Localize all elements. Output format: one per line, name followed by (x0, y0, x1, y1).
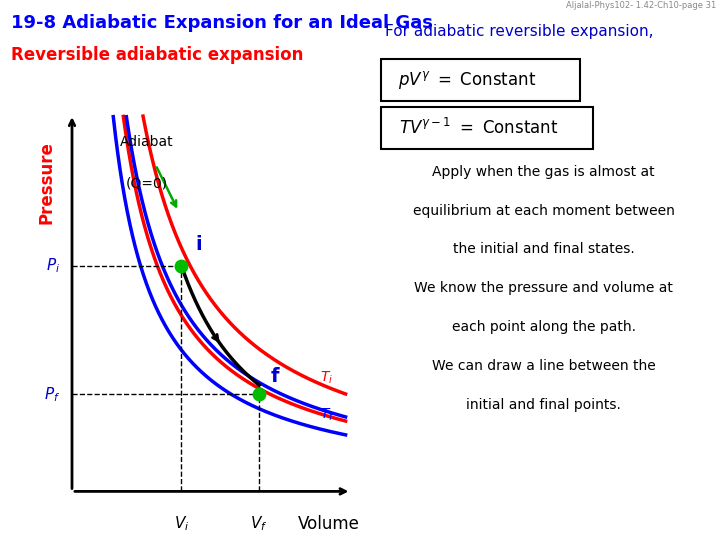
Text: $P_f$: $P_f$ (44, 385, 60, 403)
Text: Pressure: Pressure (37, 141, 55, 224)
Text: Volume: Volume (298, 515, 360, 533)
Text: initial and final points.: initial and final points. (466, 398, 621, 412)
Text: Aljalal-Phys102- 1.42-Ch10-page 31: Aljalal-Phys102- 1.42-Ch10-page 31 (566, 1, 716, 10)
Text: (Q=0): (Q=0) (126, 177, 168, 191)
FancyBboxPatch shape (381, 59, 580, 100)
Text: $V_i$: $V_i$ (174, 515, 189, 534)
Text: For adiabatic reversible expansion,: For adiabatic reversible expansion, (385, 24, 654, 39)
Text: $pV^{\gamma}\ =\ \mathrm{Constant}$: $pV^{\gamma}\ =\ \mathrm{Constant}$ (398, 69, 536, 91)
Text: the initial and final states.: the initial and final states. (453, 242, 634, 256)
Text: We can draw a line between the: We can draw a line between the (432, 359, 655, 373)
Text: f: f (271, 367, 279, 387)
Text: $T_f$: $T_f$ (320, 407, 335, 423)
Text: Apply when the gas is almost at: Apply when the gas is almost at (432, 165, 655, 179)
FancyBboxPatch shape (381, 107, 593, 149)
Text: We know the pressure and volume at: We know the pressure and volume at (414, 281, 673, 295)
Text: $V_f$: $V_f$ (251, 515, 268, 534)
Text: Adiabat: Adiabat (120, 135, 174, 149)
Text: 19-8 Adiabatic Expansion for an Ideal Gas: 19-8 Adiabatic Expansion for an Ideal Ga… (11, 14, 433, 31)
Text: equilibrium at each moment between: equilibrium at each moment between (413, 204, 675, 218)
Text: $TV^{\gamma -1}\ =\ \mathrm{Constant}$: $TV^{\gamma -1}\ =\ \mathrm{Constant}$ (399, 118, 558, 138)
Text: i: i (196, 235, 202, 254)
Text: $T_i$: $T_i$ (320, 369, 333, 386)
Text: Reversible adiabatic expansion: Reversible adiabatic expansion (11, 46, 303, 64)
Text: each point along the path.: each point along the path. (451, 320, 636, 334)
Text: $P_i$: $P_i$ (46, 256, 60, 275)
